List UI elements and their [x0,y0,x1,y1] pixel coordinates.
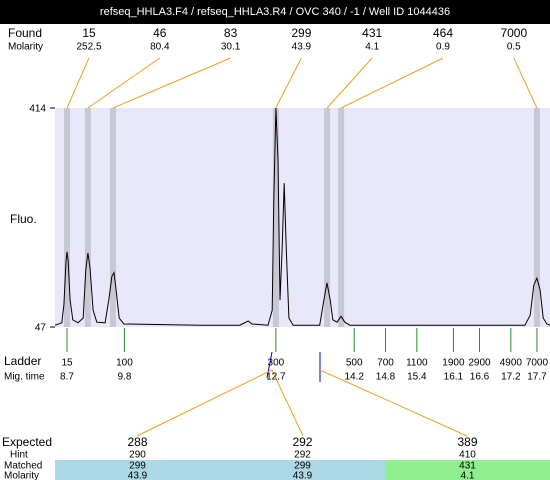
y-tick-label: 47 [35,323,47,334]
expected-label: Expected [2,435,52,449]
ladder-time: 16.6 [470,372,490,383]
connector [271,369,304,437]
found-molarity: 0.9 [436,42,450,53]
expected-hint: 410 [459,450,476,461]
peak-band [338,108,345,327]
matched-cell [55,460,220,480]
ladder-size: 100 [116,358,133,369]
ladder-time: 14.2 [344,372,364,383]
expected-hint: 292 [294,450,311,461]
expected-size: 389 [457,435,477,449]
found-size: 431 [362,26,382,40]
expected-matched: 299 [294,461,311,472]
trace [54,107,550,326]
peak-band [324,108,331,327]
y-axis-label: Fluo. [10,212,37,226]
found-molarity: 252.5 [76,42,101,53]
found-molarity: 4.1 [365,42,379,53]
found-molarity: 80.4 [150,42,170,53]
mig-time-label: Mig. time [4,372,45,383]
peak-connector [112,57,231,109]
ladder-time: 12.7 [266,372,286,383]
found-molarity: 43.9 [292,42,312,53]
connector [319,369,468,437]
ladder-size: 2900 [468,358,491,369]
peak-connector [275,57,302,109]
ladder-size: 7000 [526,358,549,369]
peak-band [84,108,91,327]
expected-size: 288 [127,435,147,449]
expected-hint: 290 [129,450,146,461]
title-bar [0,0,550,24]
ladder-time: 8.7 [60,372,74,383]
found-label: Found [8,26,42,40]
matched-label: Matched [4,461,42,472]
connector [136,369,273,437]
ladder-time: 9.8 [117,372,131,383]
ladder-time: 14.8 [376,372,396,383]
matched-cell [220,460,385,480]
peak-connector [87,57,161,109]
found-size: 15 [82,26,96,40]
expected-marker [266,351,273,379]
found-molarity: 30.1 [221,42,241,53]
y-tick-label: 414 [29,104,46,115]
molarity-label: Molarity [4,471,39,480]
expected-molarity: 4.1 [461,471,475,480]
found-size: 83 [224,26,238,40]
expected-size: 292 [292,435,312,449]
found-size: 464 [433,26,453,40]
peak-band [64,108,71,327]
found-molarity: 0.5 [507,42,521,53]
ladder-size: 1900 [442,358,465,369]
ladder-time: 17.7 [527,372,547,383]
peak-band [533,108,540,327]
molarity-label: Molarity [8,42,43,53]
expected-molarity: 43.9 [128,471,148,480]
ladder-size: 500 [346,358,363,369]
ladder-time: 16.1 [444,372,464,383]
ladder-size: 700 [377,358,394,369]
peak-band [109,108,116,327]
peak-connector [513,57,538,109]
ladder-size: 15 [61,358,73,369]
expected-molarity: 43.9 [293,471,313,480]
ladder-size: 300 [268,358,285,369]
peak-band [272,108,279,327]
ladder-label: Ladder [4,354,41,368]
found-size: 46 [153,26,167,40]
ladder-time: 17.2 [501,372,521,383]
ladder-time: 15.4 [407,372,427,383]
plot-area [55,108,550,327]
found-size: 299 [291,26,311,40]
expected-matched: 299 [129,461,146,472]
hint-label: Hint [10,450,28,461]
peak-connector [326,57,373,109]
expected-matched: 431 [459,461,476,472]
peak-connector [340,57,444,109]
chart-title: refseq_HHLA3.F4 / refseq_HHLA3.R4 / OVC … [100,6,450,18]
peak-connector [66,57,90,109]
ladder-size: 4900 [500,358,523,369]
found-size: 7000 [500,26,527,40]
matched-cell [385,460,550,480]
ladder-size: 1100 [406,358,428,369]
